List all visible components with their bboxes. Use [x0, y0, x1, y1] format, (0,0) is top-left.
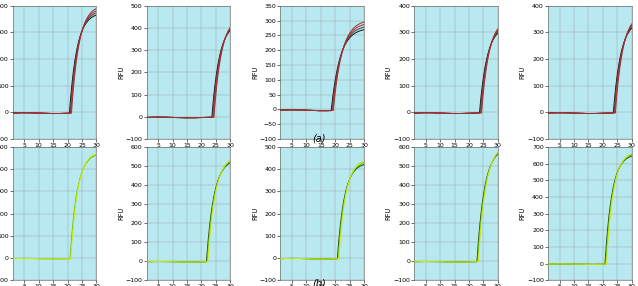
X-axis label: Cycle (s): Cycle (s)	[174, 151, 203, 158]
Y-axis label: RFU: RFU	[386, 207, 392, 220]
Text: (b): (b)	[312, 279, 326, 286]
Y-axis label: RFU: RFU	[519, 66, 526, 79]
Y-axis label: RFU: RFU	[252, 66, 258, 79]
X-axis label: Cycle (s): Cycle (s)	[40, 151, 69, 158]
Y-axis label: RFU: RFU	[118, 207, 124, 220]
Text: (a): (a)	[312, 134, 326, 144]
Y-axis label: RFU: RFU	[252, 207, 258, 220]
Y-axis label: RFU: RFU	[118, 66, 124, 79]
Y-axis label: RFU: RFU	[519, 207, 526, 220]
Y-axis label: RFU: RFU	[386, 66, 392, 79]
X-axis label: Cycle (s): Cycle (s)	[575, 151, 604, 158]
X-axis label: Cycle (s): Cycle (s)	[308, 151, 337, 158]
X-axis label: Cycle (s): Cycle (s)	[441, 151, 470, 158]
